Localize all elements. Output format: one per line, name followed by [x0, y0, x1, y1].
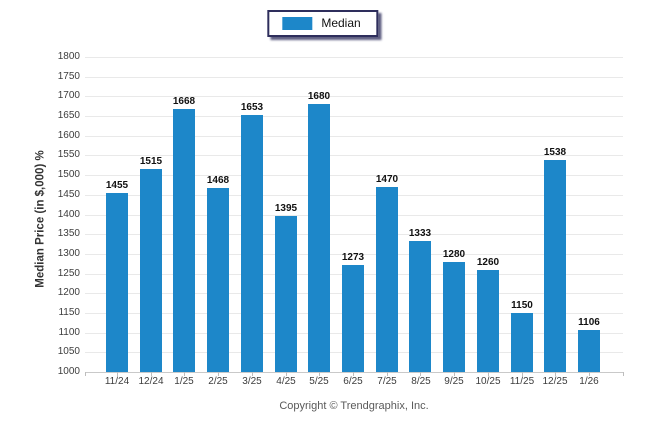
y-tick-label: 1100	[58, 327, 80, 338]
bar-12/24	[140, 169, 162, 372]
x-tick-label: 4/25	[276, 376, 296, 387]
x-axis-tick	[488, 372, 489, 376]
plot-area: 1455 11/24 1515 12/24 1668 1/25 1468 2/25 1653 3/…	[85, 57, 624, 387]
y-tick-label: 1500	[57, 169, 80, 180]
x-axis-tick	[252, 372, 253, 376]
x-tick-label: 6/25	[343, 376, 363, 387]
bar-value-label: 1260	[476, 257, 500, 268]
bar-value-label: 1273	[341, 252, 365, 263]
bar-6/25	[342, 265, 364, 372]
gridline	[85, 175, 623, 176]
x-axis-tick	[387, 372, 388, 376]
gridline	[85, 234, 623, 235]
bar-value-label: 1653	[240, 102, 264, 113]
x-tick-label: 12/25	[542, 376, 568, 387]
legend-label: Median	[321, 16, 361, 30]
y-tick-label: 1150	[58, 307, 80, 318]
bar-value-label: 1680	[307, 91, 331, 102]
y-tick-label: 1400	[57, 209, 80, 220]
bar-1/26	[578, 330, 600, 372]
x-tick-label: 3/25	[242, 376, 262, 387]
x-axis-tick	[589, 372, 590, 376]
y-tick-label: 1600	[57, 130, 80, 141]
copyright-text: Copyright © Trendgraphix, Inc.	[279, 400, 429, 412]
x-axis-tick	[319, 372, 320, 376]
gridline	[85, 77, 623, 78]
y-tick-label: 1450	[57, 189, 80, 200]
gridline	[85, 96, 623, 97]
gridline	[85, 136, 623, 137]
legend-swatch-median	[282, 17, 313, 30]
x-tick-label: 2/25	[208, 376, 228, 387]
gridline	[85, 195, 623, 196]
y-tick-label: 1300	[57, 248, 80, 259]
bar-value-label: 1468	[206, 175, 230, 186]
bar-1/25	[173, 109, 195, 372]
y-tick-label: 1050	[57, 346, 80, 357]
bar-value-label: 1106	[578, 317, 600, 328]
bar-value-label: 1470	[375, 174, 399, 185]
bar-value-label: 1455	[105, 180, 129, 191]
bar-10/25	[477, 270, 499, 372]
x-tick-label: 7/25	[377, 376, 397, 387]
legend[interactable]: Median	[267, 10, 379, 37]
x-tick-label: 11/24	[104, 376, 130, 387]
x-tick-label: 8/25	[411, 376, 431, 387]
x-tick-label: 10/25	[475, 376, 501, 387]
y-tick-label: 1750	[57, 71, 80, 82]
bar-value-label: 1395	[274, 203, 298, 214]
bar-11/24	[106, 193, 128, 372]
bar-value-label: 1280	[442, 249, 466, 260]
bar-value-label: 1668	[172, 96, 196, 107]
x-axis-tick	[522, 372, 523, 376]
bar-value-label: 1515	[139, 156, 163, 167]
x-axis-tick	[151, 372, 152, 376]
gridline	[85, 155, 623, 156]
x-axis-tick	[555, 372, 556, 376]
y-tick-label: 1650	[57, 110, 80, 121]
gridline	[85, 372, 623, 373]
x-axis-tick	[353, 372, 354, 376]
y-tick-label: 1350	[57, 228, 80, 239]
y-tick-label: 1200	[57, 287, 80, 298]
bar-9/25	[443, 262, 465, 372]
gridline	[85, 57, 623, 58]
gridline	[85, 254, 623, 255]
gridline	[85, 116, 623, 117]
x-tick-label: 11/25	[509, 376, 535, 387]
bar-12/25	[544, 160, 566, 372]
x-tick-label: 1/25	[174, 376, 194, 387]
y-tick-label: 1000	[57, 366, 80, 377]
y-tick-label: 1700	[57, 90, 80, 101]
x-axis-tick	[420, 372, 421, 376]
bar-5/25	[308, 104, 330, 372]
bar-value-label: 1538	[543, 147, 567, 158]
y-tick-label: 1550	[57, 149, 80, 160]
bar-value-label: 1333	[408, 228, 432, 239]
x-axis-tick	[184, 372, 185, 376]
bar-4/25	[275, 216, 297, 372]
y-tick-label: 1250	[57, 268, 80, 279]
y-tick-label: 1800	[57, 51, 80, 62]
x-tick-label: 5/25	[309, 376, 329, 387]
x-axis-tick	[117, 372, 118, 376]
bar-7/25	[376, 187, 398, 372]
bar-2/25	[207, 188, 229, 372]
y-axis-labels: 1000 1050 1100 1150 1200 1250 1300 1350 1400 1450…	[36, 51, 80, 377]
x-axis-tick	[286, 372, 287, 376]
bar-value-label: 1150	[511, 300, 533, 311]
bar-3/25	[241, 115, 263, 372]
x-axis-tick	[85, 372, 86, 376]
bar-8/25	[409, 241, 431, 372]
x-axis-tick	[623, 372, 624, 376]
x-axis-tick	[454, 372, 455, 376]
x-tick-label: 9/25	[444, 376, 464, 387]
x-tick-label: 1/26	[579, 376, 599, 387]
x-axis-tick	[218, 372, 219, 376]
bar-11/25	[511, 313, 533, 372]
x-tick-label: 12/24	[138, 376, 164, 387]
gridline	[85, 215, 623, 216]
